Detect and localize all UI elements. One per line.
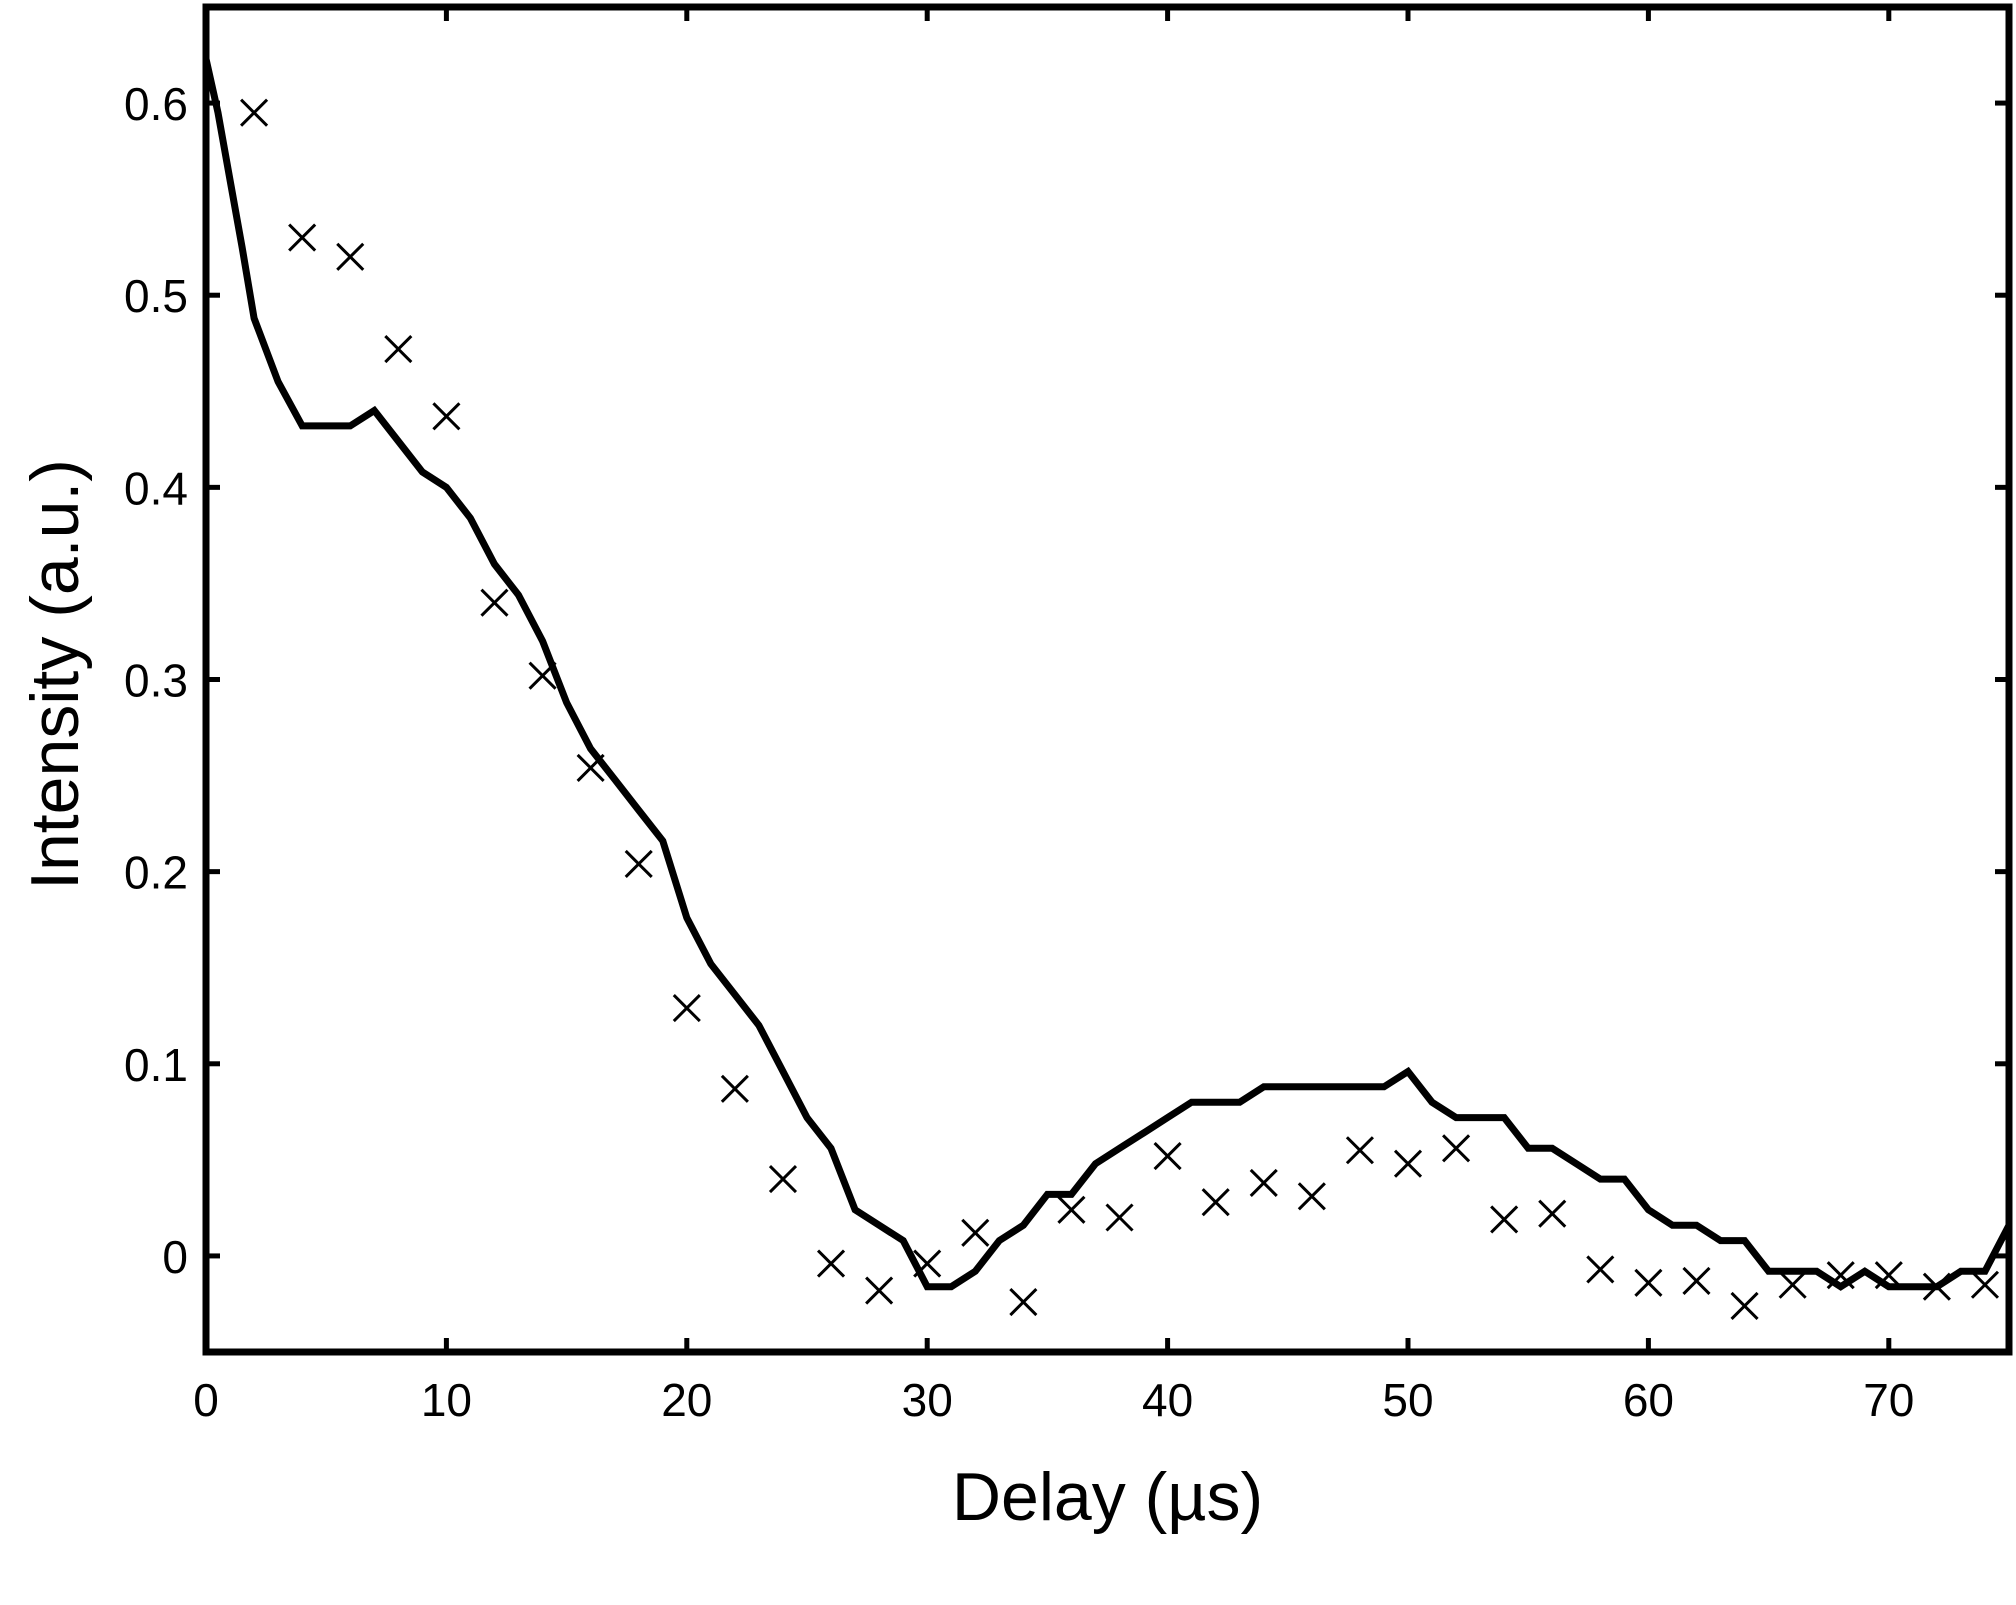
data-point-marker (961, 1218, 990, 1247)
x-tick-label: 0 (193, 1374, 219, 1426)
tick-labels: 0 10 20 30 40 50 60 70 0 0.1 0.2 0.3 0.4 0.5 0.6 (124, 78, 1914, 1426)
data-point-marker (816, 1249, 846, 1278)
data-point-marker (624, 849, 653, 879)
x-tick-label: 10 (421, 1374, 472, 1426)
data-point-marker (1874, 1261, 1903, 1290)
series-line (202, 58, 2013, 1291)
data-point-marker (1490, 1205, 1519, 1234)
data-point-marker (1057, 1195, 1086, 1224)
y-axis-title: Intensity (a.u.) (17, 459, 93, 890)
data-point-marker (672, 994, 701, 1023)
data-point-marker (528, 661, 557, 690)
data-point-marker (1634, 1268, 1663, 1297)
y-tick-label: 0.1 (124, 1039, 188, 1091)
data-point-marker (1105, 1203, 1134, 1232)
data-point-marker (1393, 1149, 1423, 1178)
x-tick-label: 40 (1142, 1374, 1193, 1426)
x-axis-title: Delay (µs) (952, 1459, 1263, 1535)
data-point-marker (720, 1074, 749, 1103)
y-tick-label: 0.2 (124, 847, 188, 899)
data-point-marker (1730, 1291, 1759, 1320)
data-point-marker (576, 753, 605, 782)
x-tick-label: 30 (902, 1374, 953, 1426)
data-point-marker (1201, 1188, 1230, 1217)
plot-frame (202, 3, 2013, 1356)
data-point-marker (1922, 1272, 1951, 1301)
plot-area (202, 58, 2013, 1320)
data-point-marker (288, 223, 317, 252)
data-point-marker (913, 1249, 942, 1278)
data-point-marker (1009, 1287, 1038, 1317)
data-point-marker (1682, 1266, 1711, 1295)
y-tick-label: 0.4 (124, 462, 188, 514)
y-tick-label: 0.3 (124, 655, 188, 707)
data-point-marker (480, 588, 509, 617)
data-point-marker (865, 1276, 894, 1305)
y-tick-label: 0.6 (124, 78, 188, 130)
data-point-marker (336, 242, 365, 271)
data-point-marker (1249, 1168, 1278, 1197)
data-point-marker (1586, 1255, 1615, 1284)
data-point-marker (384, 334, 413, 364)
x-tick-label: 60 (1623, 1374, 1674, 1426)
data-point-marker (1538, 1199, 1567, 1228)
data-point-marker (1345, 1136, 1374, 1165)
data-point-marker (1778, 1270, 1807, 1299)
x-tick-label: 70 (1863, 1374, 1914, 1426)
x-tick-label: 20 (661, 1374, 712, 1426)
series-markers (240, 98, 2000, 1320)
data-point-marker (240, 98, 269, 127)
y-tick-label: 0 (162, 1231, 188, 1283)
data-point-marker (432, 402, 461, 431)
x-tick-label: 50 (1382, 1374, 1433, 1426)
data-point-marker (1297, 1182, 1326, 1211)
data-point-marker (1970, 1270, 2000, 1299)
data-point-marker (1153, 1141, 1182, 1171)
y-tick-label: 0.5 (124, 270, 188, 322)
data-point-marker (768, 1165, 798, 1194)
data-point-marker (1442, 1134, 1471, 1163)
data-point-marker (1826, 1261, 1855, 1290)
